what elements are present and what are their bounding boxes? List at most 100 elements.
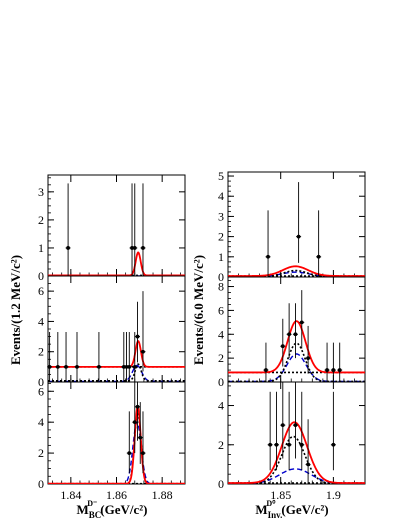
data-point xyxy=(274,442,279,447)
data-point xyxy=(293,332,298,337)
y-tick-label: 2 xyxy=(38,446,44,460)
data-point xyxy=(299,320,304,325)
y-tick-label: 4 xyxy=(218,189,224,203)
fit-curve-total xyxy=(228,320,365,374)
x-axis-title-right-sup: D⁰ xyxy=(266,499,276,508)
data-point xyxy=(331,368,336,372)
y-tick-label: 2 xyxy=(218,438,224,452)
data-point xyxy=(121,364,126,369)
fit-curve-total xyxy=(228,265,365,277)
data-point xyxy=(64,364,68,369)
panel-frame-right-1 xyxy=(227,171,366,278)
data-point xyxy=(268,442,273,447)
fit-curve-signal_1 xyxy=(228,435,365,484)
x-axis-title-right: MInv. D⁰ (GeV/c²) xyxy=(255,499,328,520)
data-point xyxy=(124,364,129,369)
data-point xyxy=(325,368,329,372)
fit-curve-signal_1 xyxy=(228,342,365,382)
data-point xyxy=(337,368,342,372)
y-tick-label: 0 xyxy=(218,270,224,284)
data-point xyxy=(264,368,268,372)
data-point xyxy=(306,356,310,361)
data-point xyxy=(266,254,270,259)
panel-right-2: 0 2 4 6 8 xyxy=(218,276,366,389)
x-axis-title-left-sub: BC xyxy=(89,510,102,520)
fit-curves-right-1 xyxy=(228,265,365,277)
data-points-right-3 xyxy=(267,382,336,484)
data-point xyxy=(127,364,132,369)
data-points-left-2 xyxy=(47,291,146,382)
panel-frame-right-3 xyxy=(227,381,366,485)
data-point xyxy=(287,442,292,447)
data-point xyxy=(132,246,137,250)
y-tick-label: 6 xyxy=(38,384,44,398)
fit-curve-signal_2 xyxy=(228,353,365,382)
y-tick-label: 0 xyxy=(218,477,224,491)
fit-curve-signal_2 xyxy=(228,468,365,484)
data-point xyxy=(135,404,140,409)
x-axis-title-left-units: (GeV/c²) xyxy=(100,502,147,517)
fit-curves-left-2 xyxy=(48,340,185,382)
data-point xyxy=(66,246,70,250)
x-tick-label: 1.84 xyxy=(60,488,81,502)
x-tick-label: 1.85 xyxy=(270,488,291,502)
x-axis-title-right-units: (GeV/c²) xyxy=(281,502,328,517)
y-tick-label: 4 xyxy=(218,327,224,341)
panel-frame-left-3 xyxy=(47,381,186,485)
fit-curves-left-3 xyxy=(48,405,185,484)
fit-curve-signal_1 xyxy=(48,363,185,382)
y-tick-label: 5 xyxy=(218,169,224,183)
fit-curves-right-2 xyxy=(228,320,365,382)
data-point xyxy=(130,246,134,250)
data-point xyxy=(138,435,143,440)
x-axis-title-right-base: M xyxy=(255,502,267,517)
y-tick-label: 2 xyxy=(218,351,224,365)
y-tick-label: 4 xyxy=(38,314,44,328)
y-tick-label: 6 xyxy=(38,284,44,298)
y-tick-label: 8 xyxy=(218,280,224,294)
data-point xyxy=(55,364,60,369)
panel-left-1: 0 1 2 3 xyxy=(38,174,186,283)
fit-curves-right-3 xyxy=(228,421,365,484)
data-points-left-1 xyxy=(65,183,146,276)
x-axis-title-left-sup: D⁻ xyxy=(87,499,97,508)
y-tick-label: 6 xyxy=(218,303,224,317)
fit-curves-left-1 xyxy=(48,251,185,276)
x-tick-label: 1.9 xyxy=(326,488,341,502)
fit-curve-signal_2 xyxy=(48,421,185,484)
y-tick-label: 0 xyxy=(38,269,44,283)
x-tick-label: 1.86 xyxy=(106,488,127,502)
x-tick-label: 1.88 xyxy=(152,488,173,502)
y-tick-label: 4 xyxy=(38,415,44,429)
y-tick-label: 0 xyxy=(38,375,44,389)
panel-right-1: 0 1 2 3 4 5 xyxy=(218,169,366,284)
data-point xyxy=(316,254,321,259)
data-point xyxy=(293,423,298,428)
data-points-left-3 xyxy=(126,382,146,474)
panel-frame-right-2 xyxy=(227,276,366,383)
data-point xyxy=(132,420,137,425)
x-axis-title-left-base: M xyxy=(76,502,88,517)
data-point xyxy=(132,364,137,369)
y-axis-title-right: Events/(6.0 MeV/c²) xyxy=(191,255,206,365)
data-point xyxy=(280,344,285,349)
data-point xyxy=(141,246,145,250)
y-tick-label: 2 xyxy=(38,345,44,359)
fit-curve-total xyxy=(228,421,365,484)
data-point xyxy=(141,349,145,354)
y-tick-label: 0 xyxy=(38,477,44,491)
y-axis-title-left: Events/(1.2 MeV/c²) xyxy=(8,255,23,365)
y-tick-label: 1 xyxy=(38,241,44,255)
y-tick-label: 3 xyxy=(38,185,44,199)
data-point xyxy=(331,442,336,447)
panel-right-3: 0 2 4 1.85 1.9 xyxy=(218,381,366,502)
data-point xyxy=(287,332,292,337)
data-point xyxy=(135,334,140,339)
data-point xyxy=(141,451,145,455)
data-point xyxy=(296,234,301,239)
data-points-right-1 xyxy=(265,182,322,277)
panel-frame-left-1 xyxy=(47,174,186,277)
fit-curve-total xyxy=(48,340,185,368)
